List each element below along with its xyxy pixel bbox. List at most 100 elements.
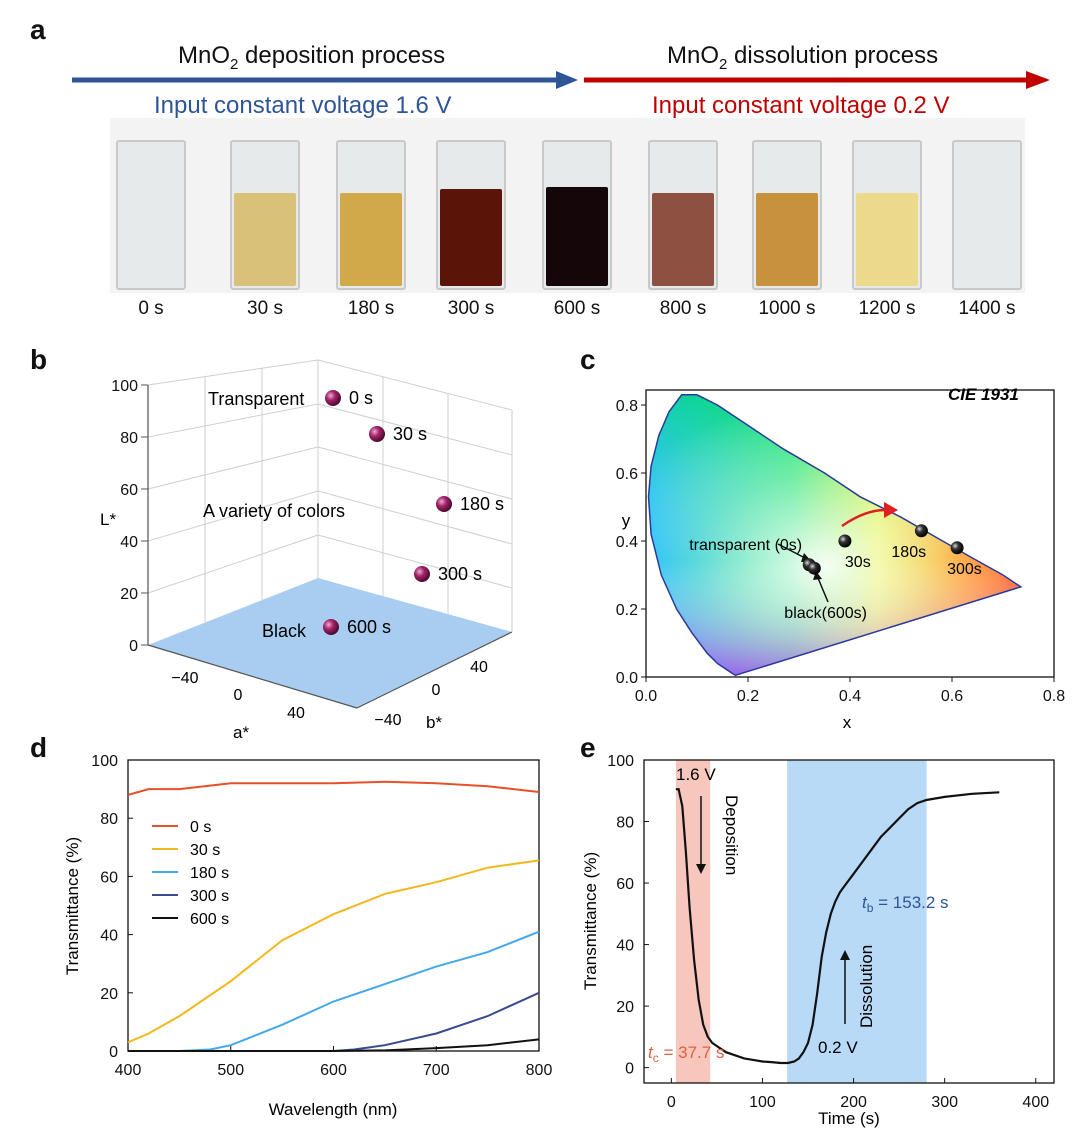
panel-b-label: b [30,344,48,375]
cie-y-tick-1: 0.2 [616,602,638,619]
lab-point-3 [414,566,430,582]
lab-point-label-3: 300 s [438,564,482,584]
panel-c-label: c [580,344,596,375]
d-legend-label-3: 300 s [190,888,229,905]
transparent-region-label: Transparent [208,389,304,409]
cie-point-4 [950,541,964,555]
e-y-tick-5: 100 [607,753,634,770]
cuvette-6 [752,140,822,290]
e-y-tick-1: 20 [616,999,634,1016]
lab-point-label-0: 0 s [349,388,373,408]
panel-e-label: e [580,732,596,763]
b-axis-label: b* [426,713,442,732]
cie-gamut-fill [648,394,1021,676]
l-tick-0: 0 [129,638,138,655]
cuvette-time-label-8: 1400 s [958,298,1016,319]
e-x-tick-3: 300 [931,1094,958,1111]
cuvette-time-label-5: 800 s [659,298,707,319]
e-xlabel: Time (s) [818,1109,880,1128]
panel-a-label: a [30,14,46,45]
dissolution-arrow-head [1026,71,1050,89]
e-tc-annotation: tc = 37.7 s [648,1043,724,1065]
d-series-1 [127,859,540,1044]
l-tick-1: 20 [120,586,138,603]
cie-title: CIE 1931 [948,385,1019,404]
d-series-4 [128,1038,540,1052]
panel-d-transmittance-spectra: 400 500 600 700 800 0 20 40 60 80 100 0 s 30 s 180 s… [63,753,553,1119]
e-series-0 [675,788,1000,1065]
cuvette-liquid-2 [340,193,402,286]
panel-d-label: d [30,732,48,763]
lab-point-2 [436,496,452,512]
d-legend-label-2: 180 s [190,865,229,882]
cuvette-4 [542,140,612,290]
cie-point-1 [807,561,821,575]
e-x-tick-4: 400 [1022,1094,1049,1111]
cuvette-liquid-3 [440,188,502,286]
cuvette-8 [952,140,1022,290]
cuvette-time-label-1: 30 s [247,298,283,319]
cuvette-time-label-2: 180 s [347,298,395,319]
deposition-title: MnO2 deposition process [178,42,446,73]
cuvette-liquid-5 [652,193,714,286]
cie-ylabel: y [622,511,631,530]
d-axes-frame [127,759,540,1052]
l-axis-label: L* [100,510,116,529]
d-series-0 [127,780,540,796]
cuvette-time-label-7: 1200 s [858,298,916,319]
d-xlabel: Wavelength (nm) [269,1100,398,1119]
cie-x-tick-0: 0.0 [635,688,657,705]
cie-locus-outline [647,394,1023,677]
d-x-tick-1: 500 [217,1062,244,1079]
lab-point-0 [325,390,341,406]
d-y-tick-2: 40 [100,928,118,945]
e-region-dissolution [787,760,927,1083]
a-tick-0: −40 [171,670,198,687]
b-tick-0: −40 [374,712,401,729]
d-x-tick-2: 600 [320,1062,347,1079]
deposition-arrow-head [556,71,578,89]
cuvette-0 [116,140,186,290]
e-y-tick-3: 60 [616,876,634,893]
d-x-tick-4: 800 [526,1062,553,1079]
cie-x-tick-2: 0.4 [839,688,861,705]
e-x-tick-2: 200 [840,1094,867,1111]
lab-floor-plane [148,578,512,708]
d-ylabel: Transmittance (%) [63,837,82,975]
e-x-tick-1: 100 [749,1094,776,1111]
cie-x-tick-1: 0.2 [737,688,759,705]
e-deposition-text: Deposition [722,795,741,875]
e-y-tick-4: 80 [616,815,634,832]
d-series-2 [128,930,540,1052]
box-edges [147,385,513,709]
e-y-tick-0: 0 [625,1061,634,1078]
a-tick-2: 40 [287,705,305,722]
cie-x-tick-4: 0.8 [1043,688,1065,705]
cie-y-tick-3: 0.6 [616,466,638,483]
cie-xlabel: x [843,713,852,732]
cuvette-time-label-6: 1000 s [758,298,816,319]
panel-e-kinetics: 0 100 200 300 400 0 20 40 60 80 100 Time (s) Trans… [581,753,1055,1128]
cie-point-3 [914,524,928,538]
d-legend-label-0: 0 s [190,819,211,836]
cuvette-liquid-7 [856,193,918,286]
d-y-tick-5: 100 [91,753,118,770]
cie-trend-arrow [841,508,886,528]
d-y-tick-3: 60 [100,869,118,886]
lab-point-1 [369,426,385,442]
cie-point-label-1: black(600s) [784,605,867,622]
l-tick-4: 80 [120,430,138,447]
b-tick-1: 0 [432,682,441,699]
d-y-tick-4: 80 [100,811,118,828]
cie-y-tick-0: 0.0 [616,670,638,687]
cie-point-label-2: 30s [845,554,871,571]
e-y-tick-2: 40 [616,938,634,955]
cie-point-label-0: transparent (0s) [689,537,802,554]
variety-region-label: A variety of colors [203,501,345,521]
process-arrows [72,71,1050,89]
e-dissolution-voltage: 0.2 V [818,1038,858,1057]
e-region-deposition [675,760,711,1083]
cie-point-label-4: 300s [947,561,982,578]
black-region-label: Black [262,621,307,641]
